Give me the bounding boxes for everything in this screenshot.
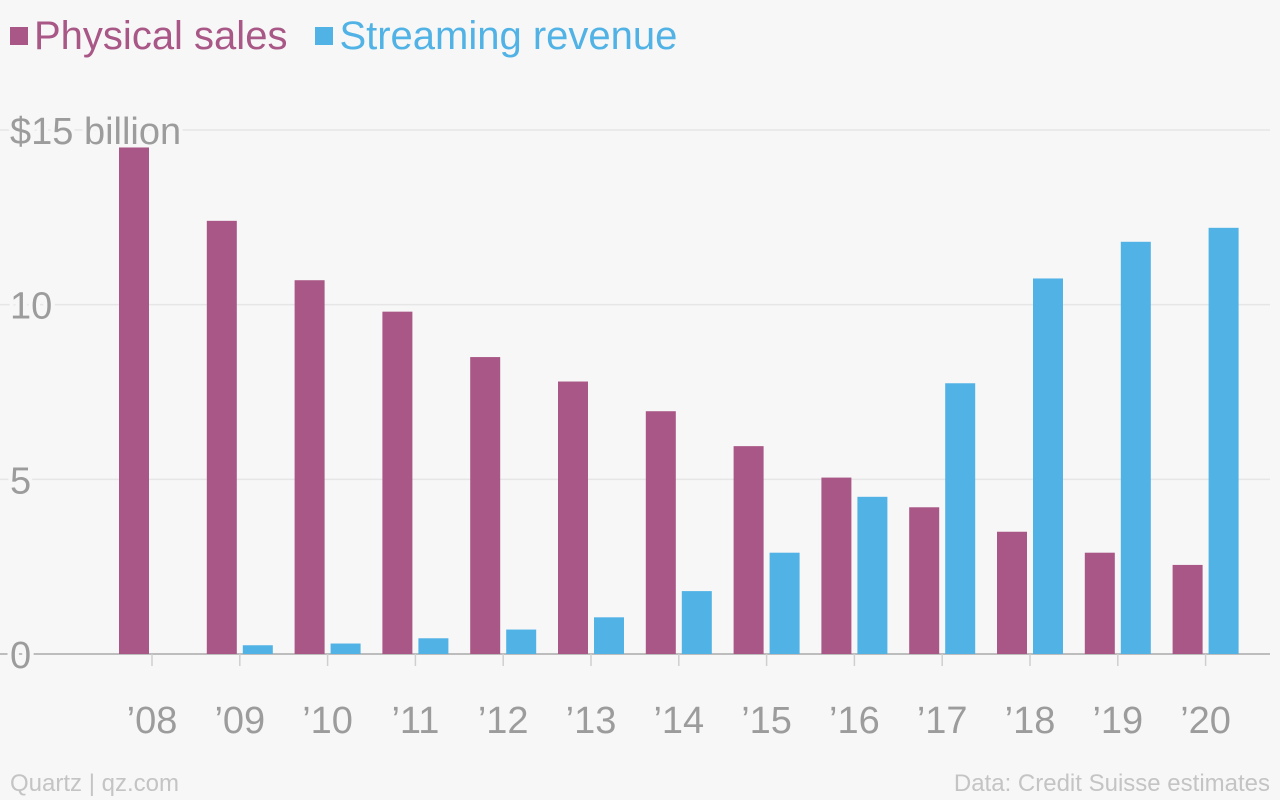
x-tick-label: ’12: [478, 700, 529, 742]
y-tick-label: 5: [10, 460, 31, 502]
bar-physical-sales: [909, 507, 940, 654]
bar-physical-sales: [1084, 552, 1115, 654]
x-tick-label: ’10: [302, 700, 353, 742]
footer-source: Data: Credit Suisse estimates: [953, 770, 1270, 797]
bar-streaming-revenue: [945, 383, 976, 654]
x-tick-label: ’11: [391, 700, 439, 742]
bar-physical-sales: [294, 280, 325, 654]
y-tick-label: $15 billion: [10, 111, 181, 153]
bar-physical-sales: [558, 381, 588, 654]
grid-lines: [0, 129, 1270, 655]
legend-label-streaming-revenue: Streaming revenue: [339, 14, 678, 58]
bar-physical-sales: [206, 220, 237, 654]
legend-swatch-streaming-revenue: [315, 27, 334, 45]
legend: Physical sales Streaming revenue: [10, 12, 705, 60]
y-tick-label: 10: [10, 286, 52, 328]
legend-label-physical-sales: Physical sales: [34, 14, 288, 58]
x-tick-label: ’19: [1092, 700, 1143, 742]
x-axis-labels: ’08 ’09 ’10 ’11 ’12 ’13 ’14 ’15 ’16 ’17 ’18 ’19 ’20: [127, 654, 1231, 742]
y-axis-labels: $15 billion 10 5 0: [6, 107, 185, 681]
x-tick-label: ’14: [653, 700, 704, 742]
bar-streaming-revenue: [330, 643, 361, 654]
legend-item-physical-sales: Physical sales: [10, 12, 287, 60]
bar-streaming-revenue: [857, 496, 888, 654]
bar-streaming-revenue: [1033, 278, 1063, 654]
bar-streaming-revenue: [418, 638, 449, 654]
bar-physical-sales: [645, 411, 676, 654]
x-tick-label: ’09: [214, 700, 265, 742]
footer-credit: Quartz | qz.com: [10, 770, 179, 797]
bar-physical-sales: [997, 531, 1027, 654]
bar-streaming-revenue: [506, 629, 537, 654]
x-tick-label: ’13: [566, 700, 617, 742]
legend-swatch-physical-sales: [10, 27, 28, 45]
bar-streaming-revenue: [594, 617, 624, 654]
bar-streaming-revenue: [1120, 241, 1151, 654]
bar-physical-sales: [119, 147, 149, 654]
y-tick-label: 0: [10, 635, 31, 677]
bar-streaming-revenue: [681, 591, 712, 654]
bar-streaming-revenue: [769, 552, 800, 654]
bars: [119, 147, 1239, 654]
bar-physical-sales: [382, 311, 413, 654]
bar-physical-sales: [821, 477, 852, 654]
legend-item-streaming-revenue: Streaming revenue: [315, 12, 677, 60]
x-tick-label: ’17: [917, 700, 968, 742]
bar-physical-sales: [470, 357, 501, 654]
x-tick-label: ’15: [741, 700, 792, 742]
bar-streaming-revenue: [242, 645, 273, 654]
x-tick-label: ’18: [1005, 700, 1056, 742]
bar-physical-sales: [1172, 564, 1203, 654]
bar-streaming-revenue: [1208, 227, 1239, 654]
x-tick-label: ’08: [127, 700, 178, 742]
x-tick-label: ’16: [829, 700, 880, 742]
bar-physical-sales: [733, 446, 764, 654]
x-tick-label: ’20: [1180, 700, 1231, 742]
